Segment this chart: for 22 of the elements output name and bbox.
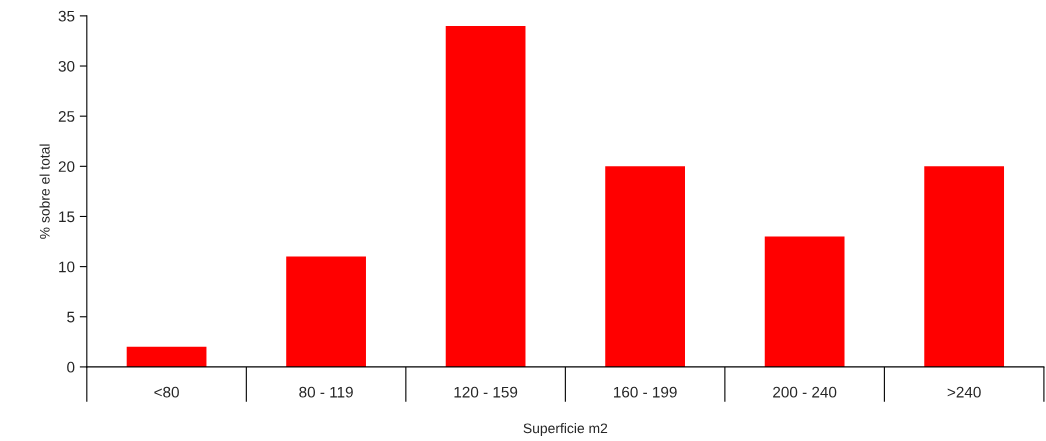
x-tick-label: 80 - 119 bbox=[299, 386, 353, 398]
y-tick-label: 0 bbox=[67, 361, 75, 373]
x-tick-label: >240 bbox=[947, 386, 981, 398]
y-tick-label: 25 bbox=[58, 111, 75, 122]
bar bbox=[924, 166, 1005, 367]
bar bbox=[764, 236, 845, 367]
bar bbox=[445, 25, 526, 367]
y-tick-label: 5 bbox=[67, 311, 75, 323]
bar bbox=[605, 166, 685, 367]
x-tick-label: 200 - 240 bbox=[773, 386, 837, 398]
bar bbox=[126, 346, 207, 367]
x-tick-label: <80 bbox=[154, 386, 179, 398]
bar bbox=[286, 256, 366, 367]
y-tick-label: 30 bbox=[58, 60, 75, 72]
x-tick-label: 160 - 199 bbox=[614, 386, 677, 398]
y-tick-label: 15 bbox=[59, 211, 75, 223]
x-axis-title: Superficie m2 bbox=[523, 423, 608, 436]
x-tick-label: 120 - 159 bbox=[454, 386, 518, 398]
y-axis-title: % sobre el total bbox=[39, 144, 50, 239]
y-tick-label: 35 bbox=[58, 10, 75, 22]
y-tick-label: 20 bbox=[58, 161, 75, 173]
y-tick-label: 10 bbox=[59, 261, 75, 273]
